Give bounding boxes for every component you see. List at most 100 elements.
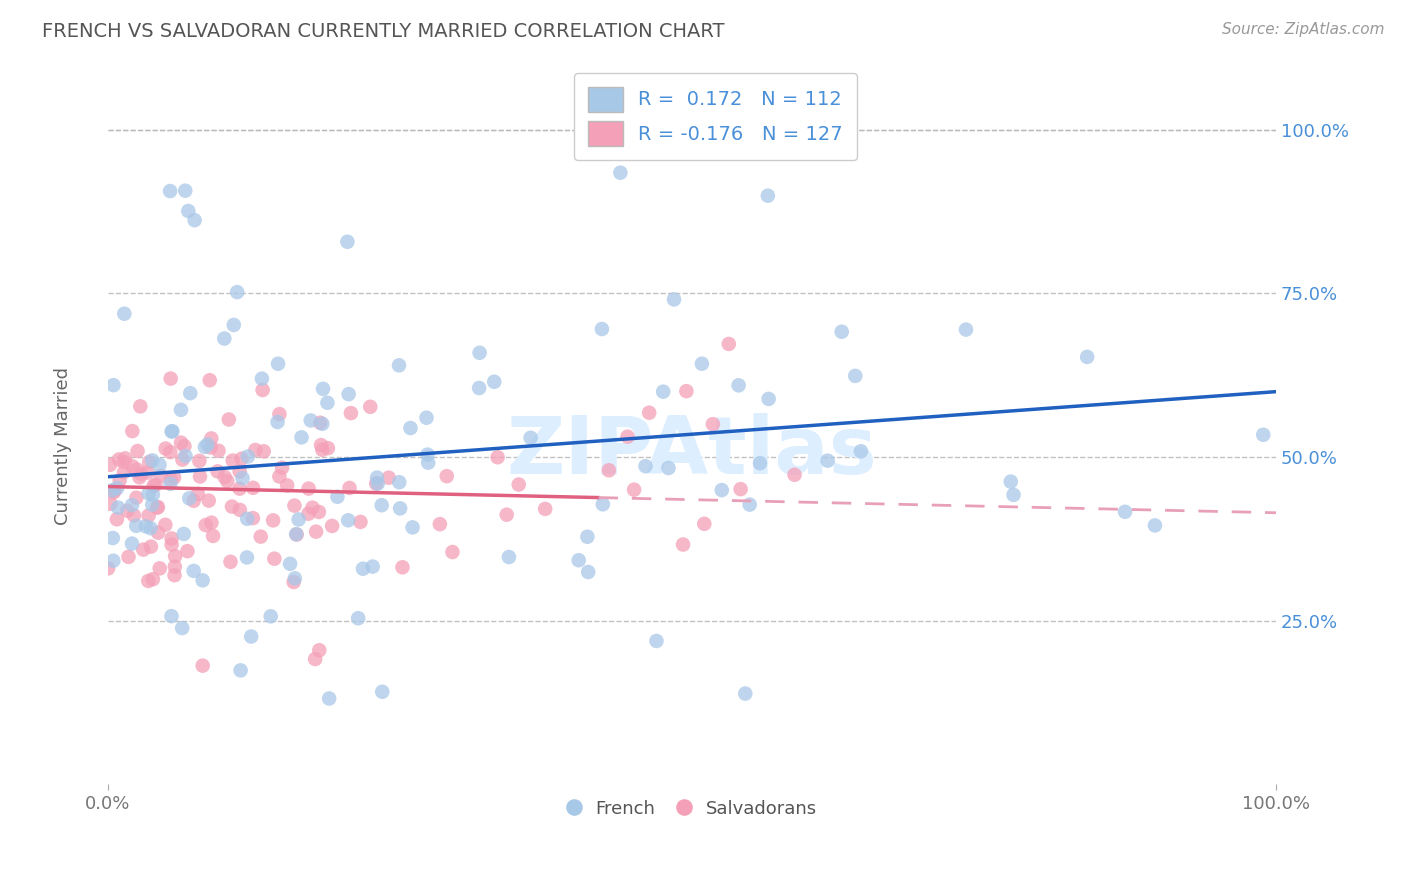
Point [262, 513, 284, 527]
Point [129, 400, 152, 414]
Point [734, 687, 756, 701]
Point [191, 574, 214, 588]
Point [269, 469, 291, 483]
Point [416, 448, 439, 462]
Point [347, 611, 370, 625]
Point [112, 307, 135, 321]
Point [657, 461, 679, 475]
Point [252, 383, 274, 397]
Point [197, 493, 219, 508]
Point [112, 465, 135, 479]
Point [139, 540, 162, 554]
Point [269, 407, 291, 421]
Text: FRENCH VS SALVADORAN CURRENTLY MARRIED CORRELATION CHART: FRENCH VS SALVADORAN CURRENTLY MARRIED C… [42, 22, 724, 41]
Point [749, 456, 772, 470]
Point [207, 443, 229, 458]
Point [756, 188, 779, 202]
Point [370, 498, 392, 512]
Point [284, 571, 307, 585]
Point [219, 555, 242, 569]
Point [170, 435, 193, 450]
Point [129, 467, 152, 481]
Point [758, 392, 780, 406]
Point [371, 685, 394, 699]
Point [229, 664, 252, 678]
Point [304, 652, 326, 666]
Text: Currently Married: Currently Married [55, 367, 72, 525]
Point [174, 184, 197, 198]
Point [616, 430, 638, 444]
Point [955, 322, 977, 336]
Point [299, 413, 322, 427]
Point [1114, 505, 1136, 519]
Point [484, 375, 506, 389]
Point [727, 378, 749, 392]
Point [218, 412, 240, 426]
Point [652, 384, 675, 399]
Point [159, 445, 181, 459]
Point [349, 515, 371, 529]
Point [100, 497, 122, 511]
Point [139, 521, 162, 535]
Point [309, 416, 332, 430]
Point [121, 459, 143, 474]
Point [228, 482, 250, 496]
Point [191, 658, 214, 673]
Point [141, 453, 163, 467]
Point [103, 554, 125, 568]
Point [188, 454, 211, 468]
Point [194, 440, 217, 454]
Point [388, 359, 411, 373]
Point [127, 444, 149, 458]
Point [105, 512, 128, 526]
Point [441, 545, 464, 559]
Point [253, 444, 276, 458]
Point [142, 479, 165, 493]
Point [817, 453, 839, 467]
Point [135, 519, 157, 533]
Point [105, 481, 128, 495]
Point [367, 476, 389, 491]
Point [179, 491, 201, 506]
Point [702, 417, 724, 432]
Point [138, 486, 160, 500]
Point [141, 498, 163, 512]
Point [121, 424, 143, 438]
Point [271, 460, 294, 475]
Point [159, 184, 181, 198]
Point [675, 384, 697, 399]
Point [498, 549, 520, 564]
Point [159, 371, 181, 385]
Point [149, 561, 172, 575]
Point [336, 235, 359, 249]
Point [108, 452, 131, 467]
Point [1002, 488, 1025, 502]
Point [155, 517, 177, 532]
Point [278, 557, 301, 571]
Point [730, 482, 752, 496]
Point [228, 465, 250, 479]
Point [1000, 475, 1022, 489]
Point [377, 471, 399, 485]
Point [592, 497, 614, 511]
Point [645, 634, 668, 648]
Point [285, 527, 308, 541]
Point [160, 538, 183, 552]
Point [162, 424, 184, 438]
Point [159, 476, 181, 491]
Point [148, 458, 170, 472]
Point [183, 493, 205, 508]
Point [101, 531, 124, 545]
Point [117, 504, 139, 518]
Point [308, 505, 330, 519]
Point [125, 491, 148, 505]
Point [321, 519, 343, 533]
Point [783, 467, 806, 482]
Point [399, 421, 422, 435]
Point [318, 691, 340, 706]
Point [495, 508, 517, 522]
Point [366, 476, 388, 491]
Point [179, 386, 201, 401]
Point [340, 406, 363, 420]
Point [312, 382, 335, 396]
